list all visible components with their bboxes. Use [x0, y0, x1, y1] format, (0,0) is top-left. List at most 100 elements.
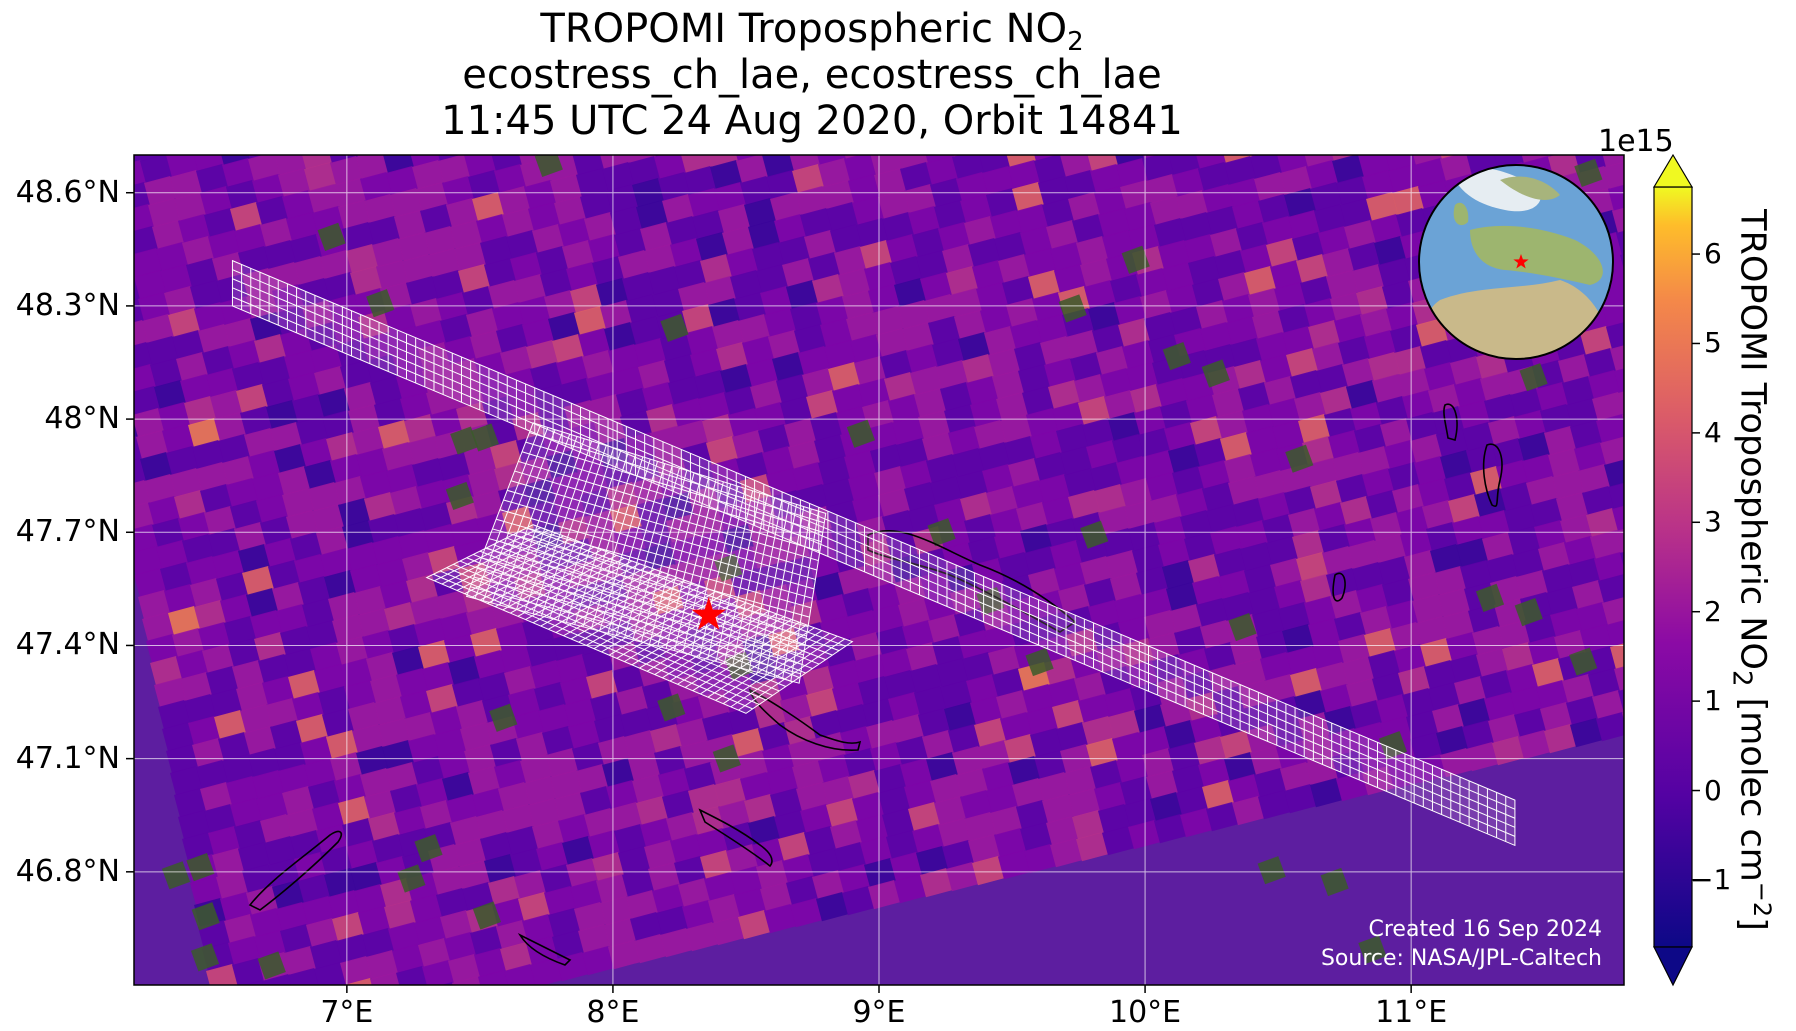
- no2-pixel: [366, 950, 399, 980]
- swath-grid-line: [453, 563, 773, 696]
- no2-pixel: [786, 0, 818, 11]
- no2-pixel: [359, 470, 393, 500]
- map-area[interactable]: [54, 0, 1796, 1031]
- no2-pixel: [768, 32, 800, 61]
- no2-pixel: [226, 180, 259, 210]
- no2-pixel: [1344, 220, 1377, 250]
- no2-pixel: [636, 796, 669, 826]
- no2-pixel: [311, 504, 345, 534]
- no2-pixel: [704, 0, 736, 7]
- no2-pixel: [968, 238, 1001, 268]
- no2-pixel: [1142, 155, 1175, 182]
- no2-pixel: [233, 224, 267, 254]
- no2-pixel: [331, 614, 365, 644]
- no2-pixel: [1788, 576, 1796, 605]
- no2-pixel: [674, 558, 707, 588]
- no2-pixel: [1736, 0, 1768, 21]
- no2-pixel: [794, 26, 826, 55]
- no2-pixel: [1434, 566, 1467, 596]
- no2-pixel: [274, 742, 307, 772]
- no2-pixel: [816, 594, 849, 624]
- no2-pixel: [1164, 720, 1197, 750]
- no2-pixel: [970, 398, 1003, 428]
- no2-pixel: [712, 916, 745, 946]
- no2-pixel: [400, 94, 432, 123]
- no2-pixel: [210, 92, 242, 121]
- swath-grid-line: [518, 460, 821, 552]
- no2-pixel: [333, 774, 367, 804]
- no2-pixel: [530, 660, 563, 690]
- no2-pixel: [511, 710, 545, 740]
- no2-pixel: [942, 542, 975, 572]
- no2-pixel: [968, 834, 1001, 864]
- no2-pixel: [257, 654, 291, 684]
- no2-pixel: [816, 0, 848, 27]
- no2-pixel: [1320, 386, 1353, 416]
- no2-pixel: [417, 640, 451, 670]
- no2-pixel: [628, 156, 661, 186]
- no2-pixel: [700, 254, 733, 284]
- no2-pixel: [292, 692, 325, 722]
- no2-pixel: [1249, 448, 1283, 478]
- no2-pixel: [451, 976, 485, 985]
- no2-pixel: [1072, 810, 1105, 840]
- no2-pixel: [744, 198, 777, 228]
- no2-pixel: [1470, 466, 1503, 496]
- no2-pixel: [1563, 536, 1597, 566]
- no2-pixel: [1128, 522, 1161, 552]
- no2-pixel: [970, 696, 1003, 726]
- no2-pixel: [196, 164, 229, 194]
- no2-pixel: [1086, 738, 1119, 768]
- no2-pixel: [1548, 155, 1581, 180]
- no2-pixel: [1100, 70, 1132, 99]
- no2-pixel: [704, 276, 737, 306]
- swath-grid-line: [473, 553, 793, 683]
- no2-pixel: [497, 186, 531, 216]
- no2-pixel: [447, 656, 481, 686]
- no2-pixel: [506, 230, 539, 260]
- no2-pixel: [1282, 28, 1314, 57]
- no2-pixel: [217, 434, 251, 464]
- no2-pixel: [1270, 260, 1303, 290]
- no2-pixel: [612, 664, 645, 694]
- no2-pixel: [248, 450, 281, 480]
- no2-pixel: [1256, 34, 1288, 63]
- no2-pixel: [736, 155, 769, 184]
- no2-pixel: [158, 104, 190, 133]
- no2-pixel: [846, 312, 879, 342]
- no2-pixel: [288, 372, 321, 402]
- no2-pixel: [381, 155, 415, 174]
- no2-pixel: [932, 636, 965, 666]
- no2-pixel: [648, 266, 681, 296]
- no2-pixel: [413, 916, 447, 946]
- no2-pixel: [1112, 434, 1145, 464]
- no2-pixel: [1636, 38, 1668, 67]
- no2-pixel: [706, 155, 739, 168]
- no2-pixel: [1170, 8, 1202, 37]
- no2-pixel: [444, 932, 477, 962]
- no2-pixel: [226, 776, 259, 806]
- no2-pixel: [642, 382, 675, 412]
- no2-pixel: [1372, 76, 1404, 105]
- no2-pixel: [94, 348, 126, 377]
- no2-pixel: [740, 176, 773, 206]
- no2-pixel: [1326, 0, 1358, 1]
- no2-pixel: [774, 810, 807, 840]
- no2-pixel: [1340, 496, 1373, 526]
- no2-pixel: [347, 702, 381, 732]
- no2-pixel: [1070, 54, 1102, 83]
- lake-small-east: [1332, 572, 1346, 602]
- no2-pixel: [951, 448, 985, 478]
- no2-pixel: [227, 340, 261, 370]
- no2-pixel: [198, 324, 231, 354]
- no2-pixel: [259, 814, 293, 844]
- no2-pixel: [1068, 192, 1101, 222]
- no2-pixel: [730, 866, 763, 896]
- no2-pixel: [1028, 0, 1060, 1]
- no2-pixel: [1083, 280, 1117, 310]
- no2-pixel: [74, 238, 106, 267]
- no2-pixel: [475, 810, 509, 840]
- no2-pixel: [1340, 198, 1373, 228]
- no2-pixel: [798, 346, 831, 376]
- no2-pixel: [302, 896, 335, 926]
